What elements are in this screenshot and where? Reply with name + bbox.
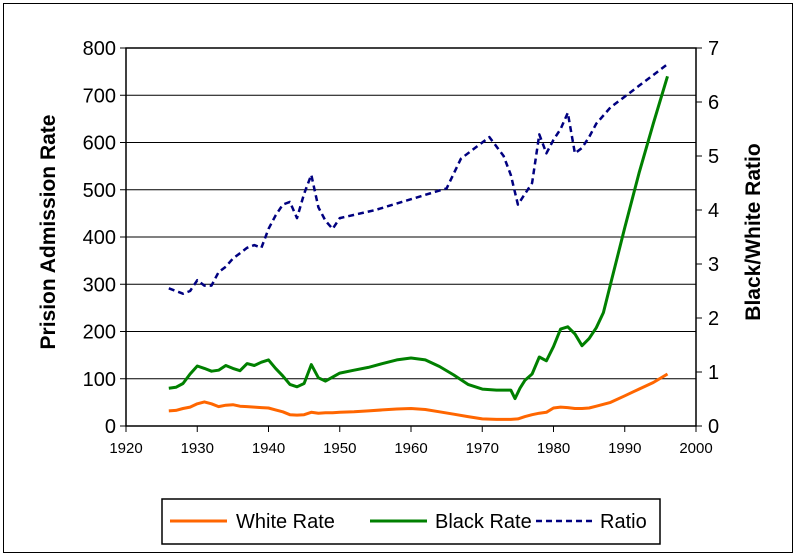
legend: White Rate Black Rate Ratio	[170, 511, 647, 533]
x-axis-ticks: 1920 1930 1940 1950 1960 1970 1980 1990 2000	[109, 426, 713, 457]
y-tick-label: 400	[83, 227, 116, 249]
x-tick-label: 1990	[608, 440, 641, 457]
y-tick-label: 300	[83, 274, 116, 296]
y2-tick-label: 6	[708, 92, 719, 114]
series-line-white-rate	[168, 372, 669, 421]
x-tick-label: 1940	[252, 440, 285, 457]
y-tick-label: 700	[83, 85, 116, 107]
series-line-black-rate	[168, 75, 669, 401]
y2-tick-label: 3	[708, 254, 719, 276]
y2-tick-label: 0	[708, 416, 719, 438]
y2-tick-label: 7	[708, 38, 719, 60]
x-tick-label: 1950	[323, 440, 356, 457]
x-tick-label: 1960	[394, 440, 427, 457]
y-axis-title: Prision Admission Rate	[37, 115, 60, 350]
y2-tick-label: 4	[708, 200, 719, 222]
y2-axis-title: Black/White Ratio	[742, 143, 765, 320]
series-lines	[168, 63, 669, 421]
y2-tick-label: 5	[708, 146, 719, 168]
series-line-ratio	[168, 63, 669, 295]
gridlines	[126, 47, 696, 427]
y-tick-label: 100	[83, 369, 116, 391]
x-tick-label: 1920	[109, 440, 142, 457]
y-tick-label: 0	[105, 416, 116, 438]
y-tick-label: 500	[83, 180, 116, 202]
y2-axis-ticks: 0 1 2 3 4 5 6 7	[696, 38, 719, 438]
y-tick-label: 800	[83, 38, 116, 60]
y2-tick-label: 2	[708, 308, 719, 330]
y-tick-label: 200	[83, 322, 116, 344]
legend-label: White Rate	[236, 511, 335, 533]
x-tick-label: 1970	[466, 440, 499, 457]
y2-tick-label: 1	[708, 362, 719, 384]
legend-label: Ratio	[600, 511, 647, 533]
y-axis-ticks: 0 100 200 300 400 500 600 700 800	[83, 38, 126, 438]
y-tick-label: 600	[83, 133, 116, 155]
x-tick-label: 2000	[679, 440, 712, 457]
legend-label: Black Rate	[435, 511, 532, 533]
x-tick-label: 1980	[537, 440, 570, 457]
x-tick-label: 1930	[181, 440, 214, 457]
